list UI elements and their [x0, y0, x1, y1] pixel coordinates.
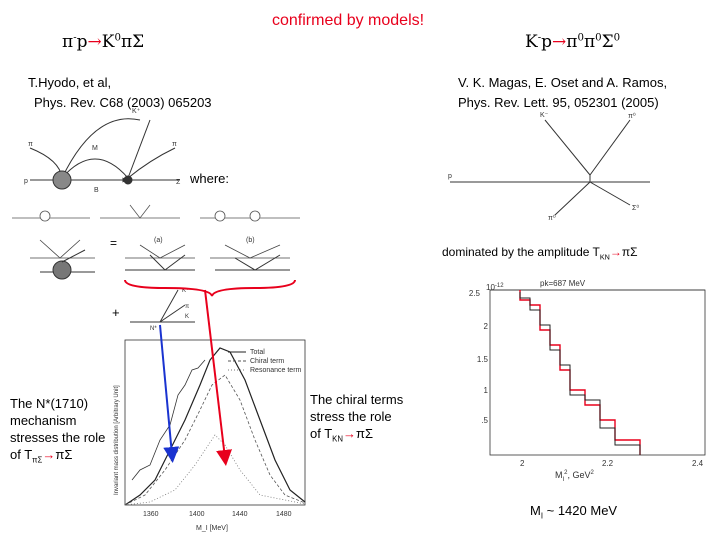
right-ytick-4: .5 — [481, 416, 488, 425]
svg-text:K: K — [185, 314, 189, 320]
label-m: M — [92, 145, 98, 152]
feynman-diagram-left — [29, 118, 180, 190]
blue-arrow — [159, 324, 180, 463]
svg-text:N*: N* — [150, 326, 157, 332]
label-pi0-top: π⁰ — [628, 112, 636, 120]
left-xtick-0: 1360 — [143, 511, 159, 518]
left-xtick-1: 1400 — [189, 511, 205, 518]
lower-diagram-labels: K⁺ π K N* — [150, 287, 189, 332]
resonance-curve — [124, 434, 306, 506]
left-plot-legend: Total Chiral term Resonance term — [228, 349, 302, 374]
feynman-left-labels: K⁺ M π π p B Σ — [24, 108, 181, 194]
plus-sign: + — [112, 305, 120, 320]
nstar-note: The N*(1710) mechanism stresses the role… — [10, 395, 106, 469]
feynman-right-labels: K⁻ π⁰ p π⁰ Σ⁰ — [448, 112, 639, 222]
label-pi-in: π — [28, 141, 33, 148]
dominated-note: dominated by the amplitude TKN→πΣ — [442, 245, 638, 262]
red-histogram — [519, 290, 641, 455]
label-sigma: Σ — [176, 179, 181, 186]
left-plot — [124, 339, 306, 506]
left-reaction: π-p→K0πΣ — [62, 32, 145, 52]
red-arrow — [204, 289, 232, 466]
right-plot — [489, 289, 706, 456]
right-reaction: K-p→π0π0Σ0 — [525, 32, 621, 52]
label-p-right: p — [448, 173, 452, 180]
right-plot-axes: pk=687 MeV 10-12 2.5 2 1.5 1 .5 2 2.2 2.… — [469, 279, 704, 483]
left-reference: T.Hyodo, et al, Phys. Rev. C68 (2003) 06… — [28, 73, 212, 113]
equals-sign: = — [110, 236, 118, 250]
where-label: where: — [190, 171, 230, 186]
panel-b-label: (b) — [246, 237, 255, 244]
right-xtick-2: 2.4 — [692, 459, 704, 468]
label-kminus: K⁻ — [540, 112, 549, 119]
right-reference: V. K. Magas, E. Oset and A. Ramos, Phys.… — [458, 73, 667, 113]
label-pi0-bot: π⁰ — [548, 214, 556, 222]
red-brace — [124, 279, 296, 297]
right-ytick-0: 2.5 — [469, 289, 481, 298]
legend-chiral: Chiral term — [250, 358, 284, 365]
chiral-note: The chiral terms stress the role of TKN→… — [310, 392, 404, 444]
black-histogram — [519, 292, 641, 455]
svg-text:π: π — [185, 304, 189, 310]
right-xtick-1: 2.2 — [602, 459, 614, 468]
right-yscale: 10-12 — [486, 283, 504, 292]
left-xlabel: M_I [MeV] — [196, 525, 228, 532]
right-ytick-2: 1.5 — [477, 355, 489, 364]
mass-note: MI ~ 1420 MeV — [530, 503, 618, 521]
chiral-curve — [124, 374, 306, 506]
left-reference-line1: T.Hyodo, et al, — [28, 75, 112, 90]
legend-total: Total — [250, 349, 265, 356]
right-reference-line2: Phys. Rev. Lett. 95, 052301 (2005) — [458, 95, 659, 110]
feynman-diagram-lower — [40, 249, 290, 323]
total-curve — [124, 347, 306, 506]
label-p: p — [24, 178, 28, 185]
right-ytick-3: 1 — [484, 386, 489, 395]
right-ytick-1: 2 — [484, 322, 489, 331]
legend-resonance: Resonance term — [250, 367, 302, 374]
label-b: B — [94, 187, 99, 194]
right-xlabel: MI2, GeV2 — [555, 470, 595, 483]
panel-a-label: (a) — [154, 237, 163, 244]
svg-text:K⁺: K⁺ — [182, 287, 189, 294]
diagram-row-2 — [30, 239, 290, 259]
data-hist — [131, 359, 206, 481]
right-annotation: pk=687 MeV — [540, 279, 586, 288]
left-xtick-2: 1440 — [232, 511, 248, 518]
right-reference-line1: V. K. Magas, E. Oset and A. Ramos, — [458, 75, 668, 90]
label-kplus: K⁺ — [132, 108, 141, 115]
left-ylabel: Invariant mass distribution [Arbitrary U… — [114, 385, 120, 495]
right-xtick-0: 2 — [520, 459, 525, 468]
headline: confirmed by models! — [272, 12, 425, 29]
diagram-row-1 — [12, 204, 300, 222]
label-sigma0: Σ⁰ — [632, 204, 639, 212]
left-plot-axes: 1360 1400 1440 1480 M_I [MeV] Invariant … — [114, 385, 292, 532]
left-reference-line2: Phys. Rev. C68 (2003) 065203 — [34, 95, 212, 110]
left-xtick-3: 1480 — [276, 511, 292, 518]
feynman-diagram-right — [450, 119, 650, 216]
label-pi-out: π — [172, 141, 177, 148]
